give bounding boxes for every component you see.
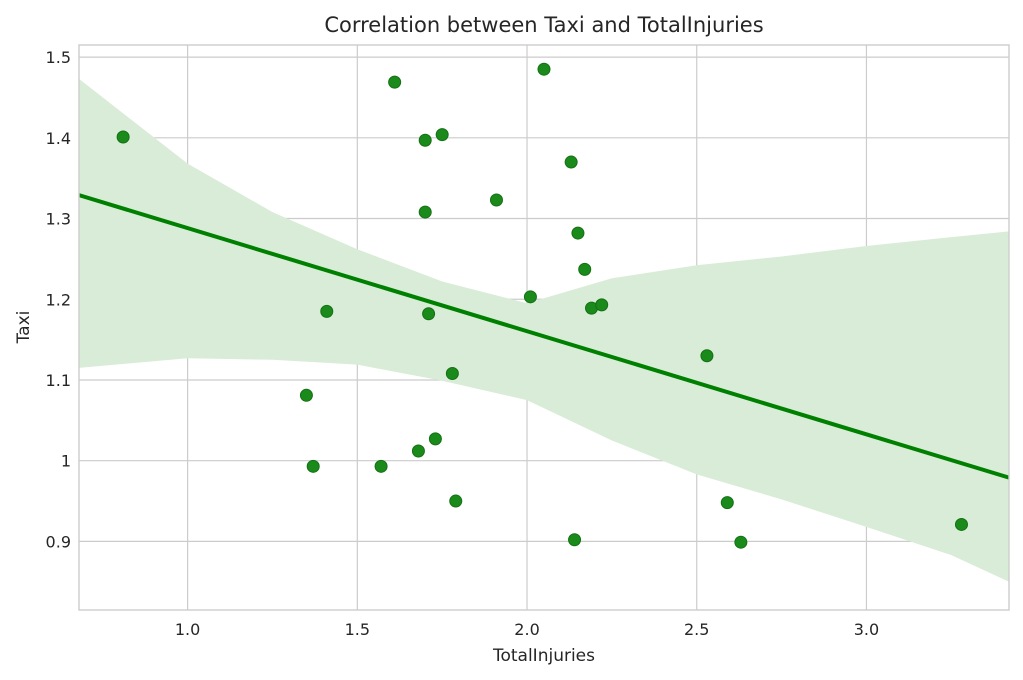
data-point [306, 459, 320, 473]
regression-line [78, 193, 1010, 480]
data-point [489, 193, 503, 207]
data-point [568, 533, 582, 547]
y-tick-label: 1.2 [46, 290, 71, 309]
x-tick-label: 2.5 [684, 620, 709, 639]
plot-frame [78, 44, 1010, 611]
y-tick-label: 1.4 [46, 129, 71, 148]
confidence-band-area [79, 78, 1009, 582]
regression-line-group [78, 193, 1010, 480]
data-point [700, 349, 714, 363]
data-point [523, 290, 537, 304]
data-points [116, 62, 968, 549]
y-tick-label: 1.1 [46, 371, 71, 390]
data-point [571, 226, 585, 240]
data-point [116, 130, 130, 144]
y-tick-label: 1 [61, 452, 71, 471]
data-point [578, 262, 592, 276]
y-tick-label: 0.9 [46, 532, 71, 551]
data-point [374, 459, 388, 473]
data-point [418, 133, 432, 147]
y-tick-label: 1.3 [46, 210, 71, 229]
data-point [564, 155, 578, 169]
x-axis-label: TotalInjuries [492, 646, 595, 666]
data-point [595, 298, 609, 312]
data-point [445, 367, 459, 381]
data-point [954, 517, 968, 531]
y-tick-labels: 0.9 1 1.1 1.2 1.3 1.4 1.5 [46, 48, 71, 551]
x-tick-label: 1.5 [345, 620, 370, 639]
data-point [299, 388, 313, 402]
chart-title: Correlation between Taxi and TotalInjuri… [324, 13, 763, 37]
data-point [320, 304, 334, 318]
y-tick-label: 1.5 [46, 48, 71, 67]
data-point [388, 75, 402, 89]
y-axis-label: Taxi [14, 311, 34, 345]
data-point [435, 128, 449, 142]
x-tick-label: 3.0 [854, 620, 879, 639]
x-tick-labels: 1.0 1.5 2.0 2.5 3.0 [175, 620, 879, 639]
data-point [449, 494, 463, 508]
confidence-band [79, 78, 1009, 582]
data-point [428, 432, 442, 446]
data-point [537, 62, 551, 76]
data-point [734, 535, 748, 549]
x-tick-label: 1.0 [175, 620, 200, 639]
data-point [418, 205, 432, 219]
data-point [422, 307, 436, 321]
x-tick-label: 2.0 [514, 620, 539, 639]
data-point [411, 444, 425, 458]
data-point [720, 496, 734, 510]
